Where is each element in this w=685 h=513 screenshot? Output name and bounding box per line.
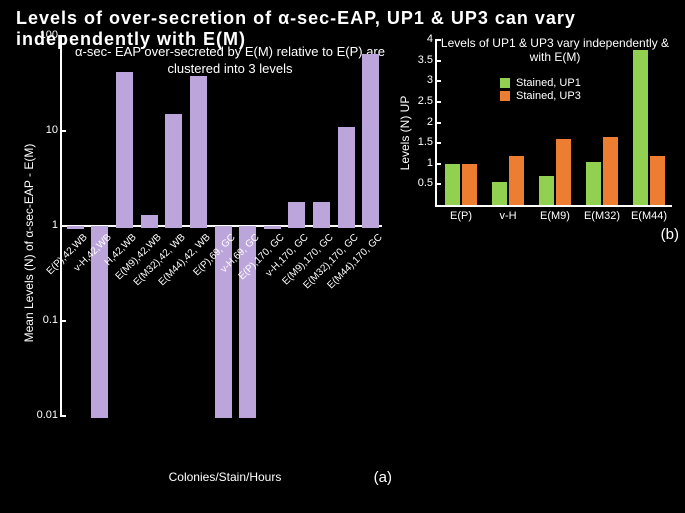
chart-b-category-label: E(M9) xyxy=(533,210,578,222)
panel-b-label: (b) xyxy=(661,226,679,243)
chart-b-ytick: 3 xyxy=(405,74,433,86)
chart-b-bar xyxy=(445,164,460,205)
chart-b-category-label: E(M44) xyxy=(627,210,672,222)
chart-a-ytick: 1 xyxy=(20,219,58,231)
chart-b-bar xyxy=(556,139,571,205)
chart-a: α-sec- EAP over-secreted by E(M) relativ… xyxy=(10,36,390,496)
chart-a-ytick: 100 xyxy=(20,29,58,41)
chart-b-ytick: 2 xyxy=(405,116,433,128)
chart-b-bar xyxy=(539,176,554,205)
chart-a-bar xyxy=(362,54,379,228)
chart-b-legend: Stained, UP1 Stained, UP3 xyxy=(500,76,610,103)
chart-b-category-label: v-H xyxy=(486,210,531,222)
chart-a-ytick: 10 xyxy=(20,124,58,136)
chart-b-bar xyxy=(603,137,618,205)
chart-a-bar xyxy=(165,114,182,228)
chart-b-ytick: 1.5 xyxy=(405,136,433,148)
chart-b-ytick: 0.5 xyxy=(405,177,433,189)
chart-b-bar xyxy=(633,50,648,205)
chart-b-ylabel: Levels (N) UP xyxy=(398,73,412,193)
chart-a-plot: 0.010.1110100E(P),42,WBv-H,42,WBH,42,WBE… xyxy=(60,36,382,416)
chart-b-category-label: E(M32) xyxy=(580,210,625,222)
chart-a-bar xyxy=(190,76,207,228)
chart-b-ytick: 2.5 xyxy=(405,95,433,107)
legend-swatch-up1 xyxy=(500,78,510,88)
chart-a-bar xyxy=(288,202,305,228)
chart-b-plot: 0.511.522.533.54E(P)v-HE(M9)E(M32)E(M44) xyxy=(435,40,672,207)
chart-a-xlabel: Colonies/Stain/Hours xyxy=(60,470,390,484)
legend-text-up1: Stained, UP1 xyxy=(516,77,581,89)
chart-b-category-label: E(P) xyxy=(439,210,484,222)
chart-a-bar xyxy=(338,127,355,228)
chart-b-bar xyxy=(462,164,477,205)
chart-b-bar xyxy=(509,156,524,206)
chart-a-bar xyxy=(116,72,133,228)
chart-b-bar xyxy=(650,156,665,206)
panel-a-label: (a) xyxy=(374,469,392,486)
chart-a-bar xyxy=(67,226,84,229)
chart-a-ylabel: Mean Levels (N) of α-sec-EAP - E(M) xyxy=(22,118,36,368)
chart-a-bar xyxy=(141,215,158,228)
chart-b: Levels of UP1 & UP3 vary independently &… xyxy=(395,36,675,266)
chart-b-bar xyxy=(492,182,507,205)
legend-text-up3: Stained, UP3 xyxy=(516,90,581,102)
chart-b-bar xyxy=(586,162,601,205)
legend-item-up3: Stained, UP3 xyxy=(500,90,610,102)
chart-a-bar xyxy=(264,226,281,229)
chart-a-ytick: 0.01 xyxy=(20,409,58,421)
chart-b-ytick: 1 xyxy=(405,157,433,169)
chart-b-ytick: 4 xyxy=(405,33,433,45)
chart-b-ytick: 3.5 xyxy=(405,54,433,66)
chart-a-bar xyxy=(313,202,330,228)
legend-swatch-up3 xyxy=(500,91,510,101)
legend-item-up1: Stained, UP1 xyxy=(500,77,610,89)
